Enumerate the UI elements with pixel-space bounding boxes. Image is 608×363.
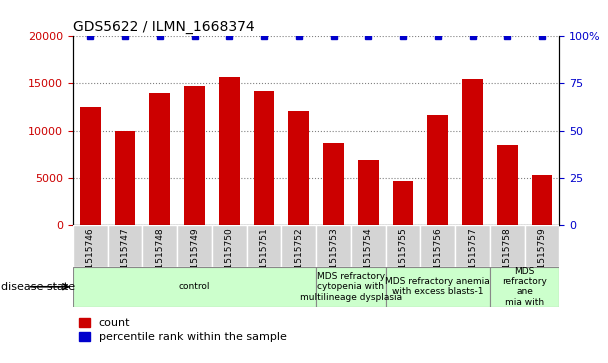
- Text: MDS refractory anemia
with excess blasts-1: MDS refractory anemia with excess blasts…: [385, 277, 490, 297]
- Text: GSM1515750: GSM1515750: [225, 227, 234, 288]
- Text: GSM1515747: GSM1515747: [120, 227, 130, 288]
- Text: GSM1515754: GSM1515754: [364, 227, 373, 288]
- Text: MDS refractory
cytopenia with
multilineage dysplasia: MDS refractory cytopenia with multilinea…: [300, 272, 402, 302]
- Bar: [288, 111, 309, 225]
- Text: GSM1515749: GSM1515749: [190, 227, 199, 288]
- Legend: count, percentile rank within the sample: count, percentile rank within the sample: [78, 318, 286, 342]
- Bar: [80, 107, 101, 225]
- Text: GSM1515756: GSM1515756: [434, 227, 442, 288]
- Bar: [393, 181, 413, 225]
- Bar: [282, 225, 316, 267]
- Bar: [462, 79, 483, 225]
- Text: GSM1515753: GSM1515753: [329, 227, 338, 288]
- Bar: [150, 93, 170, 225]
- Bar: [212, 225, 247, 267]
- Bar: [385, 267, 490, 307]
- Bar: [108, 225, 142, 267]
- Bar: [531, 175, 553, 225]
- Text: disease state: disease state: [1, 282, 75, 292]
- Text: GSM1515751: GSM1515751: [260, 227, 269, 288]
- Text: GDS5622 / ILMN_1668374: GDS5622 / ILMN_1668374: [73, 20, 255, 34]
- Text: GSM1515755: GSM1515755: [398, 227, 407, 288]
- Bar: [385, 225, 420, 267]
- Bar: [316, 225, 351, 267]
- Bar: [184, 86, 205, 225]
- Bar: [420, 225, 455, 267]
- Bar: [358, 160, 379, 225]
- Text: GSM1515758: GSM1515758: [503, 227, 512, 288]
- Text: MDS
refractory
ane
mia with: MDS refractory ane mia with: [502, 267, 547, 307]
- Bar: [142, 225, 177, 267]
- Text: control: control: [179, 282, 210, 291]
- Bar: [73, 225, 108, 267]
- Bar: [427, 115, 448, 225]
- Bar: [316, 267, 385, 307]
- Text: GSM1515752: GSM1515752: [294, 227, 303, 288]
- Bar: [177, 225, 212, 267]
- Text: GSM1515759: GSM1515759: [537, 227, 547, 288]
- Bar: [497, 145, 517, 225]
- Bar: [73, 267, 316, 307]
- Bar: [254, 91, 274, 225]
- Bar: [351, 225, 385, 267]
- Text: GSM1515746: GSM1515746: [86, 227, 95, 288]
- Bar: [115, 131, 136, 225]
- Bar: [323, 143, 344, 225]
- Bar: [455, 225, 490, 267]
- Bar: [490, 267, 559, 307]
- Bar: [490, 225, 525, 267]
- Bar: [525, 225, 559, 267]
- Text: GSM1515748: GSM1515748: [155, 227, 164, 288]
- Bar: [247, 225, 282, 267]
- Bar: [219, 77, 240, 225]
- Text: GSM1515757: GSM1515757: [468, 227, 477, 288]
